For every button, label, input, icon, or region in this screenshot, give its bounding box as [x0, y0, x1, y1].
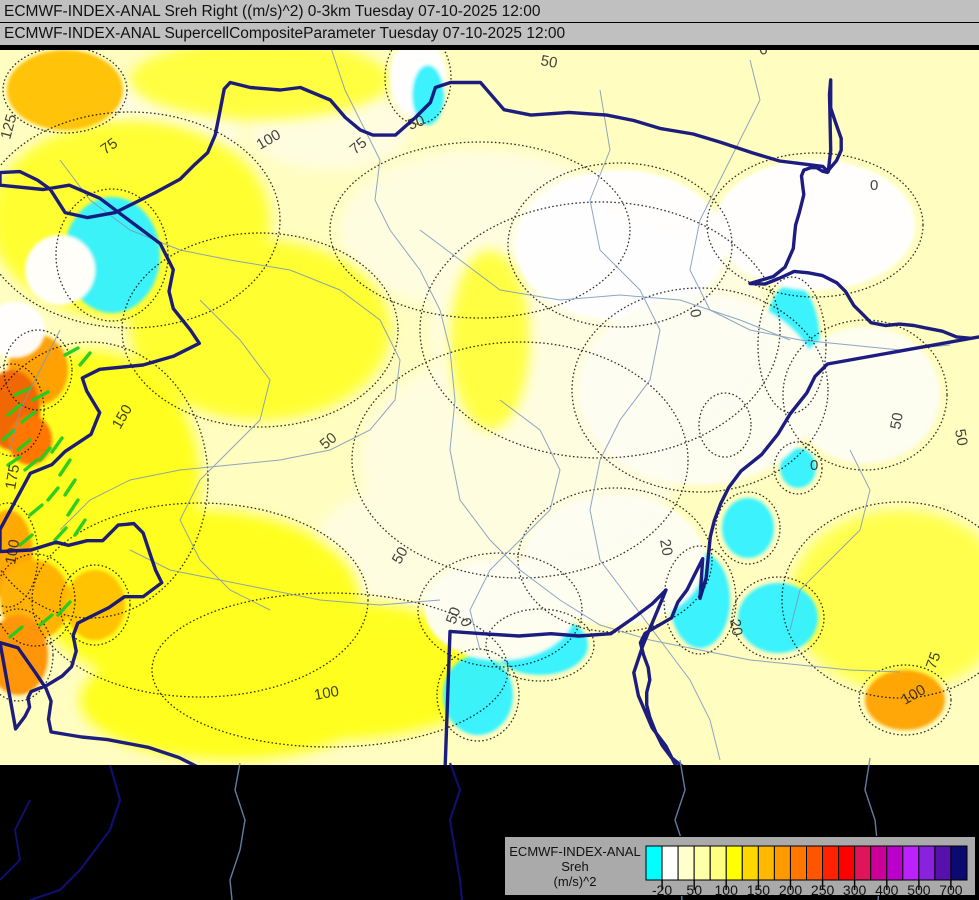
- svg-text:100: 100: [715, 882, 739, 897]
- svg-text:300: 300: [843, 882, 867, 897]
- svg-text:-20: -20: [652, 882, 672, 897]
- svg-text:250: 250: [811, 882, 835, 897]
- svg-text:50: 50: [951, 428, 971, 447]
- svg-text:20: 20: [656, 538, 676, 557]
- svg-text:50: 50: [887, 411, 907, 430]
- svg-text:150: 150: [747, 882, 771, 897]
- svg-text:500: 500: [907, 882, 931, 897]
- svg-text:200: 200: [779, 882, 803, 897]
- svg-text:20: 20: [726, 618, 746, 637]
- svg-text:50: 50: [539, 52, 558, 72]
- svg-text:700: 700: [939, 882, 963, 897]
- svg-text:0: 0: [870, 177, 878, 194]
- svg-text:0: 0: [810, 457, 818, 474]
- svg-text:50: 50: [686, 882, 702, 897]
- svg-text:400: 400: [875, 882, 899, 897]
